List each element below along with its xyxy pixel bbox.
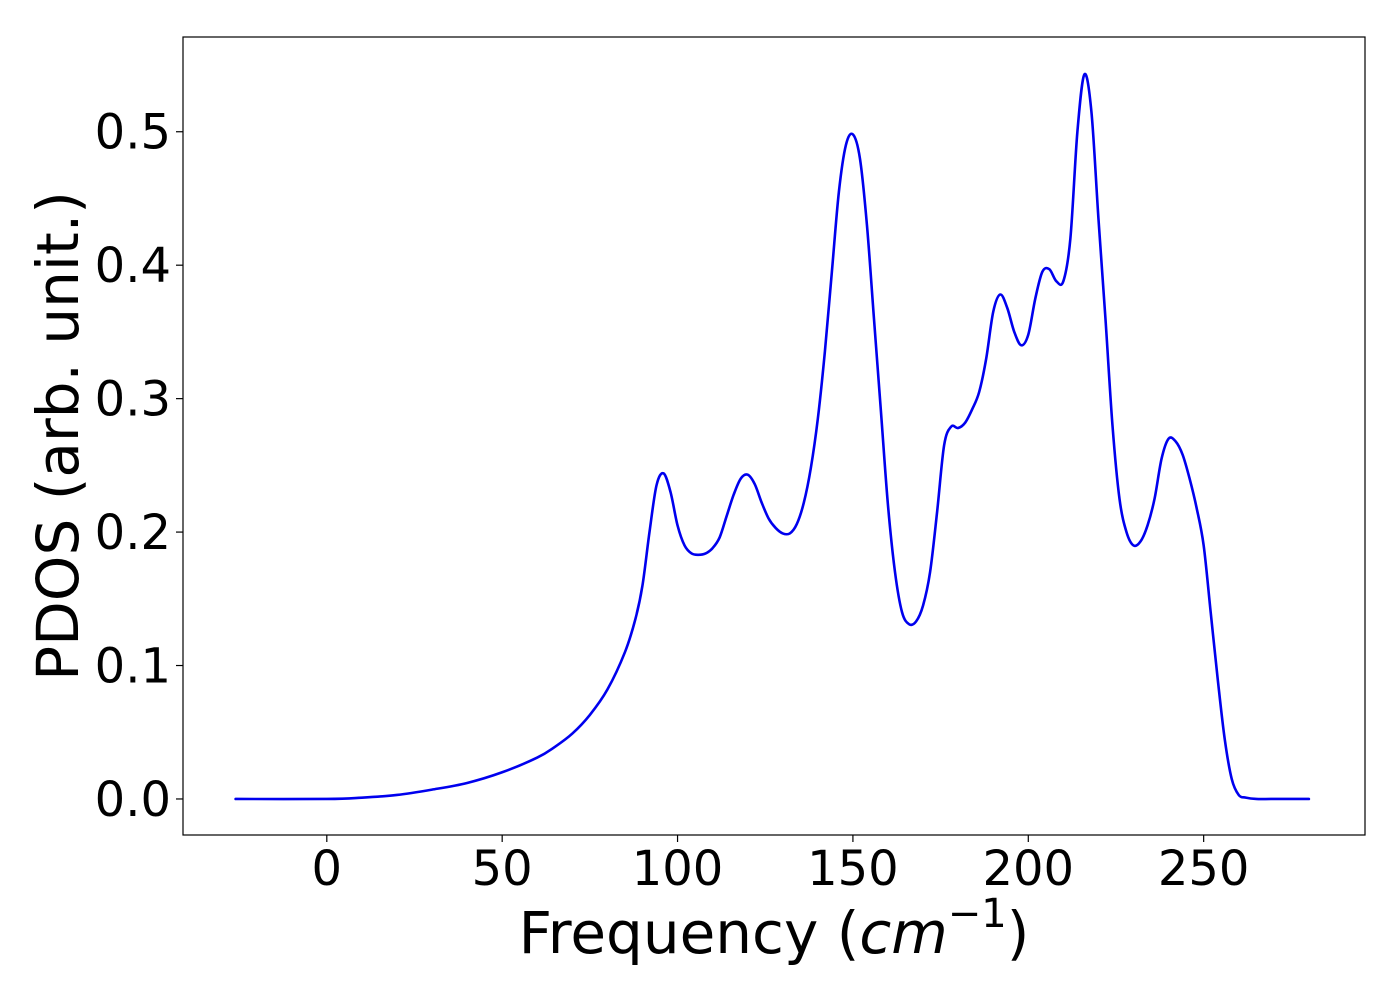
y-axis-label: PDOS (arb. unit.) <box>24 191 92 681</box>
x-axis-label-close: ) <box>1007 899 1030 967</box>
y-tick-label: 0.0 <box>95 772 171 828</box>
x-axis-label-unit: cm <box>859 899 947 967</box>
x-tick-label: 100 <box>632 841 724 897</box>
x-tick-label: 0 <box>312 841 343 897</box>
x-axis-ticks: 0 50 100 150 200 250 <box>312 835 1250 897</box>
y-tick-label: 0.4 <box>95 238 171 294</box>
x-axis-label-text: Frequency ( <box>519 899 860 967</box>
y-tick-label: 0.1 <box>95 639 171 695</box>
x-tick-label: 150 <box>807 841 899 897</box>
plot-frame <box>182 36 1366 836</box>
y-axis-ticks: 0.0 0.1 0.2 0.3 0.4 0.5 <box>95 105 183 828</box>
x-axis-label-exponent: −1 <box>948 891 1007 937</box>
x-tick-label: 50 <box>472 841 533 897</box>
x-tick-label: 200 <box>982 841 1074 897</box>
y-tick-label: 0.5 <box>95 105 171 161</box>
y-tick-label: 0.2 <box>95 505 171 561</box>
pdos-series-line <box>234 72 1311 801</box>
x-axis-label: Frequency (cm−1) <box>519 891 1030 967</box>
y-tick-label: 0.3 <box>95 372 171 428</box>
x-tick-label: 250 <box>1158 841 1250 897</box>
